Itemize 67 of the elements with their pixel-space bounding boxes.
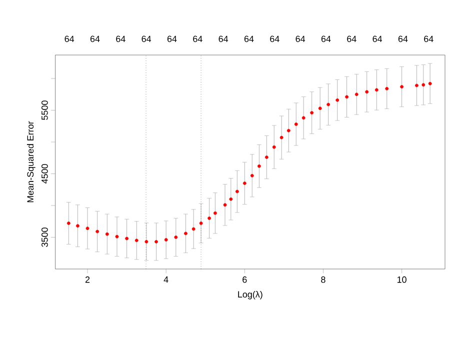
point xyxy=(134,238,138,242)
text: 64 xyxy=(424,36,434,42)
text: 64 xyxy=(270,36,280,42)
point xyxy=(310,111,314,114)
point xyxy=(199,222,203,225)
point xyxy=(374,88,378,92)
text: 64 xyxy=(142,36,152,42)
point xyxy=(272,145,276,149)
x-tick-label: 2 xyxy=(85,276,90,283)
x-axis-title: Log(λ) xyxy=(238,290,262,300)
point xyxy=(105,232,109,236)
point xyxy=(229,197,233,201)
point xyxy=(345,95,348,99)
point xyxy=(326,102,330,106)
point xyxy=(164,238,168,242)
point xyxy=(223,203,227,207)
point xyxy=(336,98,340,102)
point xyxy=(365,90,369,94)
point xyxy=(76,224,80,228)
point xyxy=(154,240,158,244)
point xyxy=(115,234,119,238)
point xyxy=(125,236,128,240)
point xyxy=(385,86,389,90)
text: 64 xyxy=(167,36,177,42)
point xyxy=(302,116,306,120)
point xyxy=(213,211,217,215)
text: 64 xyxy=(398,36,408,42)
text: 64 xyxy=(116,36,126,42)
point xyxy=(318,106,322,110)
x-tick-label: 10 xyxy=(397,276,406,283)
point xyxy=(415,84,418,88)
text: 64 xyxy=(90,36,100,42)
text: 64 xyxy=(321,36,331,42)
text: 64 xyxy=(218,36,228,42)
point xyxy=(144,240,148,244)
text: 64 xyxy=(296,36,306,42)
point xyxy=(235,190,239,194)
text: 64 xyxy=(347,36,356,42)
point xyxy=(86,226,90,230)
x-tick-label: 8 xyxy=(321,276,326,283)
point xyxy=(184,232,188,236)
y-tick-label: 4500 xyxy=(42,164,48,184)
text: 64 xyxy=(372,36,382,42)
point xyxy=(428,82,432,86)
point xyxy=(280,136,284,140)
point xyxy=(208,216,211,220)
point xyxy=(66,222,70,225)
text: 64 xyxy=(64,36,74,42)
text: 64 xyxy=(193,36,202,42)
point xyxy=(354,92,358,96)
text: 64 xyxy=(244,36,254,42)
point xyxy=(294,122,298,126)
point xyxy=(422,83,426,87)
point xyxy=(400,85,404,88)
point xyxy=(96,230,100,234)
x-tick-label: 6 xyxy=(242,276,247,283)
point xyxy=(286,128,290,132)
point xyxy=(250,174,254,178)
point xyxy=(257,164,261,168)
x-tick-label: 4 xyxy=(164,276,168,283)
y-tick-label: 3500 xyxy=(42,228,48,247)
point xyxy=(242,182,246,185)
y-tick-label: 5500 xyxy=(42,100,48,120)
point xyxy=(264,156,268,159)
point xyxy=(174,236,178,239)
point xyxy=(192,227,196,231)
y-axis-title: Mean-Squared Error xyxy=(26,121,36,202)
